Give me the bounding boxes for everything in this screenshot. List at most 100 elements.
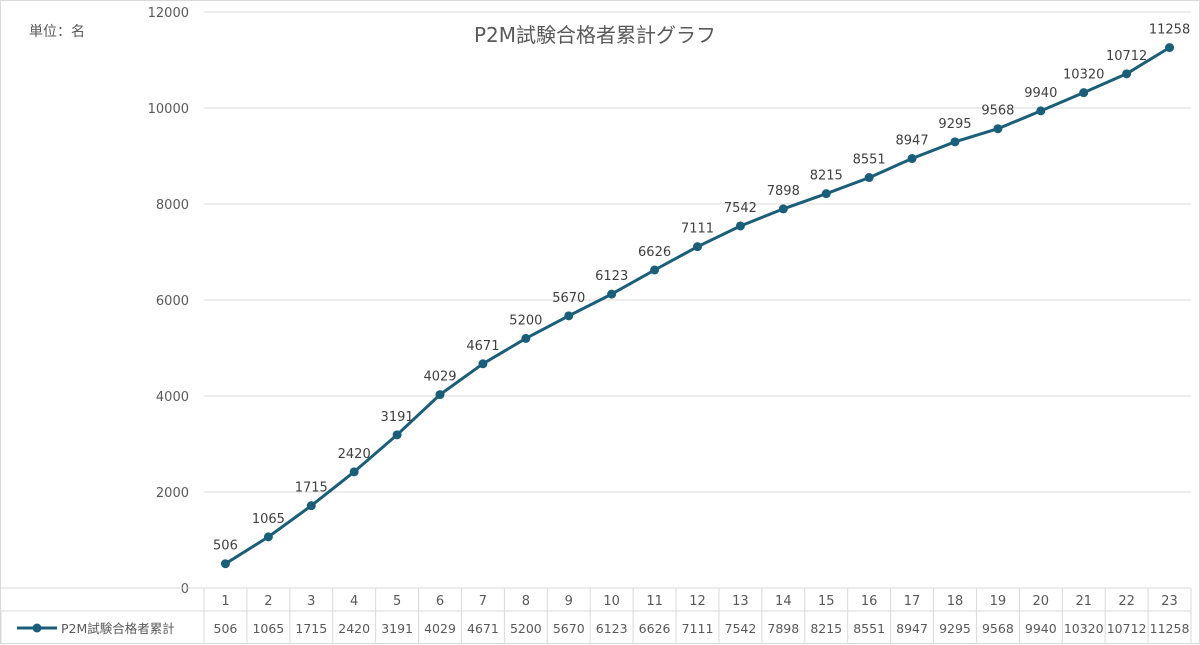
data-label: 4671 <box>466 339 499 354</box>
data-point <box>607 289 617 299</box>
data-label: 9568 <box>981 104 1014 119</box>
table-value-cell: 5670 <box>553 621 585 636</box>
x-tick-label: 8 <box>522 594 530 609</box>
x-tick-label: 3 <box>307 594 315 609</box>
table-value-cell: 4671 <box>467 621 499 636</box>
data-point <box>1122 69 1132 79</box>
data-point <box>435 390 445 400</box>
table-value-cell: 7542 <box>725 621 757 636</box>
data-label: 506 <box>213 539 238 554</box>
data-point <box>778 204 788 214</box>
table-value-cell: 2420 <box>338 621 370 636</box>
y-tick-label: 8000 <box>156 198 189 213</box>
y-tick-label: 12000 <box>148 6 189 21</box>
x-tick-label: 14 <box>775 594 792 609</box>
data-label: 1715 <box>295 481 328 496</box>
data-point <box>821 189 831 199</box>
x-tick-label: 20 <box>1033 594 1050 609</box>
data-label: 10320 <box>1063 68 1104 83</box>
data-point <box>392 430 402 440</box>
data-label: 5670 <box>552 291 585 306</box>
table-value-cell: 8947 <box>896 621 928 636</box>
table-value-cell: 3191 <box>381 621 413 636</box>
x-tick-label: 16 <box>861 594 878 609</box>
y-tick-label: 0 <box>181 582 189 597</box>
data-label: 9940 <box>1024 86 1057 101</box>
x-tick-label: 17 <box>904 594 921 609</box>
y-tick-label: 4000 <box>156 390 189 405</box>
data-point <box>1036 106 1046 116</box>
data-label: 8551 <box>853 153 886 168</box>
table-value-cell: 1715 <box>295 621 327 636</box>
data-point <box>220 559 230 569</box>
x-tick-label: 9 <box>565 594 573 609</box>
data-point <box>693 242 702 252</box>
data-label: 7111 <box>681 222 714 237</box>
x-tick-label: 13 <box>732 594 749 609</box>
x-tick-label: 22 <box>1118 594 1135 609</box>
x-tick-label: 18 <box>947 594 964 609</box>
data-label: 8215 <box>810 169 843 184</box>
data-label: 1065 <box>252 512 285 527</box>
data-point <box>1079 88 1089 98</box>
x-tick-label: 23 <box>1161 594 1178 609</box>
data-label: 5200 <box>509 313 542 328</box>
data-point <box>564 311 574 321</box>
data-label: 6626 <box>638 245 671 260</box>
series-line <box>224 46 1171 566</box>
data-label: 3191 <box>381 410 414 425</box>
data-point <box>993 124 1003 134</box>
x-tick-label: 10 <box>603 594 620 609</box>
unit-label: 単位：名 <box>29 24 85 40</box>
table-value-cell: 8551 <box>853 621 885 636</box>
data-label: 11258 <box>1149 23 1190 38</box>
table-value-cell: 10712 <box>1107 621 1147 636</box>
data-label: 8947 <box>896 134 929 149</box>
data-label: 10712 <box>1106 49 1147 64</box>
table-value-cell: 4029 <box>424 621 456 636</box>
data-point <box>1165 43 1175 53</box>
x-tick-label: 12 <box>689 594 706 609</box>
data-point <box>263 532 273 542</box>
data-point <box>349 467 359 477</box>
x-tick-label: 19 <box>990 594 1007 609</box>
data-point <box>650 265 660 275</box>
x-tick-label: 15 <box>818 594 835 609</box>
x-tick-label: 4 <box>350 594 358 609</box>
x-tick-label: 6 <box>436 594 444 609</box>
x-tick-label: 2 <box>264 594 272 609</box>
data-point <box>735 221 745 231</box>
x-tick-label: 21 <box>1075 594 1092 609</box>
table-value-cell: 9568 <box>982 621 1014 636</box>
data-label: 7898 <box>767 184 800 199</box>
table-value-cell: 9940 <box>1025 621 1057 636</box>
table-value-cell: 506 <box>214 621 238 636</box>
data-label: 9295 <box>938 117 971 132</box>
data-point <box>521 333 531 343</box>
table-value-cell: 5200 <box>510 621 542 636</box>
table-value-cell: 7111 <box>682 621 714 636</box>
data-point <box>950 137 960 147</box>
table-value-cell: 1065 <box>252 621 284 636</box>
data-point <box>864 173 874 183</box>
table-value-cell: 7898 <box>767 621 799 636</box>
y-tick-label: 6000 <box>156 294 189 309</box>
data-label: 2420 <box>338 447 371 462</box>
x-tick-label: 5 <box>393 594 401 609</box>
data-point <box>478 359 488 369</box>
x-tick-label: 7 <box>479 594 487 609</box>
x-tick-label: 1 <box>221 594 229 609</box>
legend-marker <box>32 623 42 633</box>
y-tick-label: 2000 <box>156 486 189 501</box>
table-value-cell: 11258 <box>1150 621 1190 636</box>
table-value-cell: 10320 <box>1064 621 1104 636</box>
data-label: 4029 <box>423 370 456 385</box>
table-value-cell: 6123 <box>596 621 628 636</box>
table-value-cell: 9295 <box>939 621 971 636</box>
legend-series-name: P2M試験合格者累計 <box>61 621 175 636</box>
x-tick-label: 11 <box>646 594 663 609</box>
table-value-cell: 8215 <box>810 621 842 636</box>
chart-title-text: P2M試験合格者累計グラフ <box>473 23 717 47</box>
table-value-cell: 6626 <box>639 621 671 636</box>
